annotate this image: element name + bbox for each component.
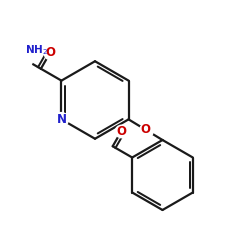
Text: O: O <box>116 124 126 138</box>
Text: O: O <box>45 46 55 59</box>
Text: O: O <box>140 123 150 136</box>
Text: N: N <box>56 113 66 126</box>
Text: NH$_2$: NH$_2$ <box>25 44 48 58</box>
